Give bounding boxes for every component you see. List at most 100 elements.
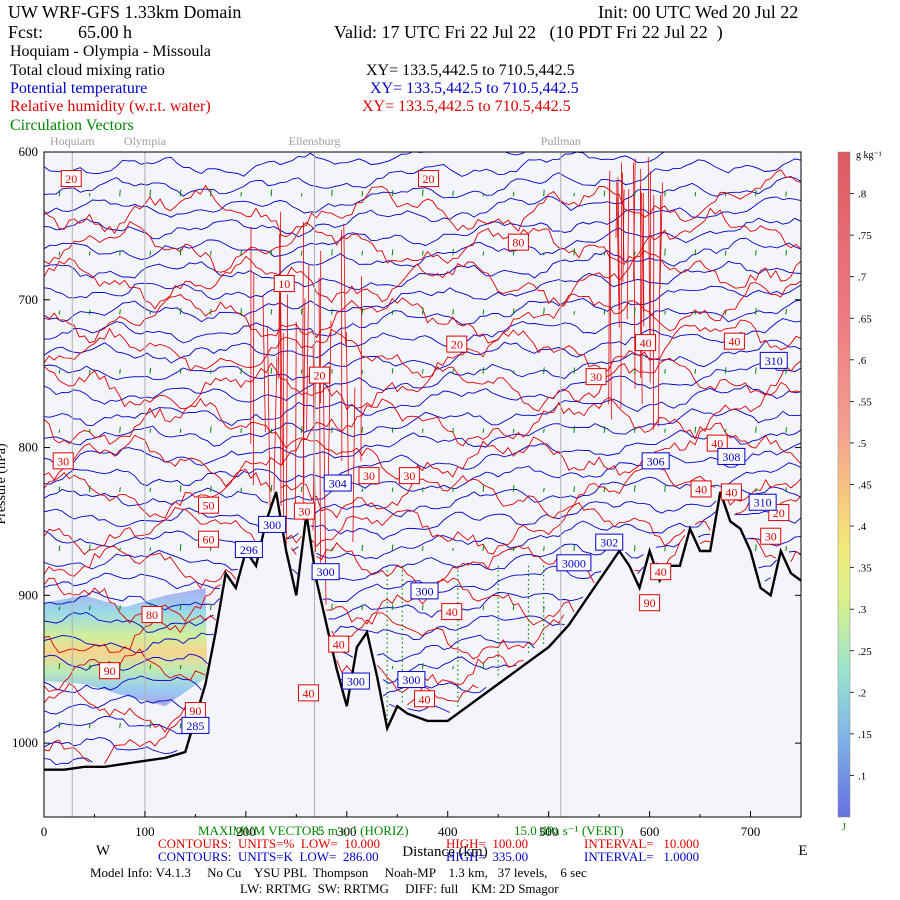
circulation-vector (210, 426, 212, 433)
rh-label: 40 (720, 483, 742, 501)
circulation-vector (603, 486, 606, 492)
label-box (441, 603, 463, 621)
circulation-vector (694, 192, 697, 197)
label-text: 80 (512, 236, 524, 250)
circulation-vector (88, 544, 91, 552)
circulation-vector (512, 604, 515, 611)
rh-contour (360, 276, 362, 462)
rh-contour-info: CONTOURS: UNITS=% LOW= 10.000 (158, 836, 381, 851)
init-time: Init: 00 UTC Wed 20 Jul 22 (598, 2, 799, 22)
circulation-vector (573, 486, 576, 492)
label-box (181, 716, 210, 734)
label-box (293, 502, 315, 520)
rh-contour (44, 207, 801, 273)
circulation-vector (179, 428, 182, 433)
rh-contour (44, 381, 801, 449)
theta-label: 308 (717, 447, 746, 465)
label-text: 40 (711, 437, 723, 451)
circulation-vector (331, 249, 333, 256)
rh-label: 40 (706, 434, 728, 452)
rh-contour (647, 157, 651, 341)
circulation-vector (512, 547, 515, 552)
label-box (748, 493, 777, 511)
rh-label: 20 (418, 170, 440, 188)
label-text: 310 (765, 354, 783, 368)
circulation-vector (482, 484, 485, 492)
circulation-vector (422, 604, 424, 611)
circulation-vector (331, 603, 333, 611)
circulation-vector (512, 308, 515, 315)
rh-label: 30 (398, 467, 420, 485)
circulation-vector (361, 488, 364, 492)
label-box (410, 582, 439, 600)
circulation-vector (88, 605, 91, 611)
circulation-vector (664, 368, 666, 374)
label-text: 310 (754, 496, 772, 510)
circulation-vector (422, 250, 424, 256)
theta-contour (44, 299, 801, 364)
circulation-vector (179, 368, 182, 374)
circulation-vector (210, 189, 212, 197)
station-label: Hoquiam (50, 134, 95, 148)
circulation-vector (149, 664, 152, 670)
station-label: Pullman (541, 134, 581, 148)
rh-label: 80 (141, 606, 163, 624)
max-vector-vertical: 15.0 dPa s⁻¹ (VERT) (514, 823, 624, 838)
theta-label: 310 (748, 493, 777, 511)
circulation-vector (149, 487, 152, 492)
circulation-vector (573, 367, 576, 374)
label-text: 40 (640, 336, 652, 350)
y-tick-label: 900 (19, 587, 39, 602)
circulation-vector (391, 544, 394, 552)
theta-label: 306 (641, 452, 670, 470)
label-text: 3000 (562, 556, 586, 570)
circulation-vector (482, 193, 485, 197)
theta-contour (44, 442, 801, 507)
label-text: 40 (655, 565, 667, 579)
circulation-vector (482, 544, 485, 552)
circulation-vector (785, 309, 787, 315)
circulation-vector (179, 544, 182, 552)
label-box (760, 527, 782, 545)
colorbar-label: .75 (858, 230, 872, 242)
rh-contour (262, 295, 266, 433)
circulation-vector (633, 545, 636, 552)
theta-label: 296 (234, 541, 263, 559)
colorbar-label: .8 (858, 189, 867, 201)
rh-contour (267, 326, 271, 512)
circulation-vector (452, 666, 454, 670)
label-text: 30 (363, 469, 375, 483)
label-box (414, 690, 436, 708)
label-text: 40 (725, 485, 737, 499)
circulation-vector (300, 250, 303, 256)
theta-label: 285 (181, 716, 210, 734)
colorbar-label: .25 (858, 646, 872, 658)
circulation-vector (179, 664, 182, 670)
theta-contour (44, 682, 487, 715)
theta-contour (44, 384, 801, 447)
field-vectors-label: Circulation Vectors (10, 117, 134, 134)
circulation-vector (543, 367, 545, 374)
domain-title: UW WRF-GFS 1.33km Domain (8, 2, 242, 22)
label-box (258, 515, 287, 533)
circulation-vector (270, 249, 273, 256)
rh-label: 80 (507, 233, 529, 251)
circulation-vector (210, 603, 212, 611)
rh-label: 40 (414, 690, 436, 708)
theta-contour (44, 408, 801, 466)
circulation-vector (300, 308, 303, 315)
label-box (397, 671, 426, 689)
circulation-vector (179, 189, 182, 197)
label-box (759, 351, 788, 369)
x-tick-label: 700 (741, 824, 761, 839)
label-box (323, 474, 352, 492)
label-box (418, 170, 440, 188)
rh-contour (616, 181, 620, 328)
label-box (717, 447, 746, 465)
field-cloud-label: Total cloud mixing ratio (10, 62, 165, 79)
label-text: 40 (446, 605, 458, 619)
label-text: 40 (419, 692, 431, 706)
label-text: 30 (298, 505, 310, 519)
rh-contour-interval: INTERVAL= 10.000 (584, 836, 700, 851)
